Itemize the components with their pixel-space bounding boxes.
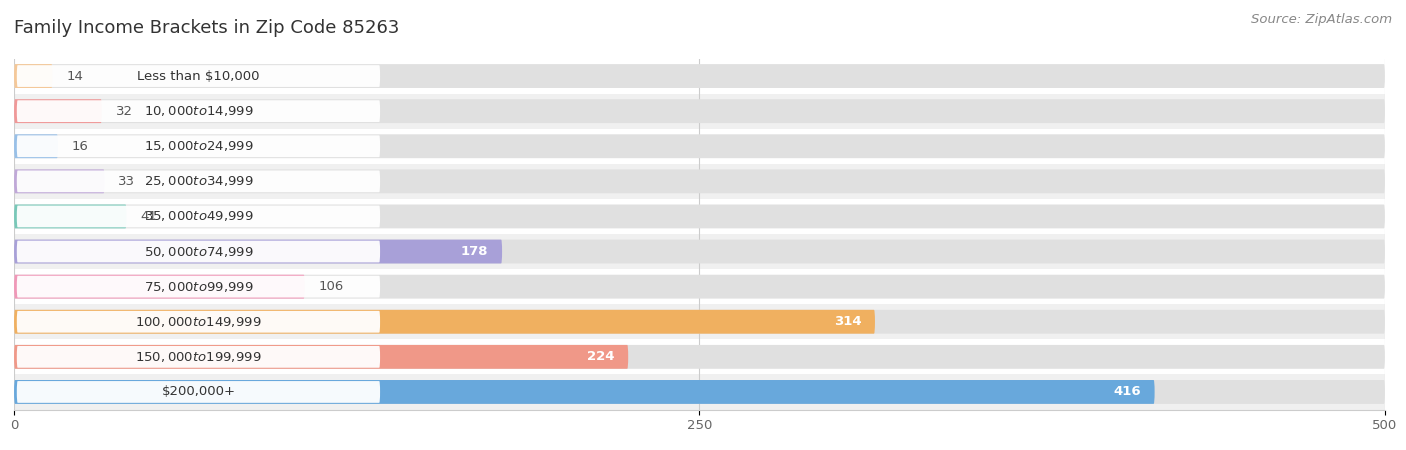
Bar xyxy=(14,164,1385,199)
FancyBboxPatch shape xyxy=(14,64,52,88)
Bar xyxy=(14,199,1385,234)
Text: 33: 33 xyxy=(118,175,135,188)
Text: $75,000 to $99,999: $75,000 to $99,999 xyxy=(143,279,253,294)
Text: $25,000 to $34,999: $25,000 to $34,999 xyxy=(143,174,253,189)
Text: 416: 416 xyxy=(1114,386,1140,398)
Bar xyxy=(14,304,1385,339)
FancyBboxPatch shape xyxy=(14,64,1385,88)
Text: $100,000 to $149,999: $100,000 to $149,999 xyxy=(135,315,262,329)
FancyBboxPatch shape xyxy=(14,274,1385,299)
Text: $15,000 to $24,999: $15,000 to $24,999 xyxy=(143,139,253,153)
FancyBboxPatch shape xyxy=(17,311,380,333)
FancyBboxPatch shape xyxy=(14,204,127,229)
Text: 178: 178 xyxy=(461,245,488,258)
FancyBboxPatch shape xyxy=(14,134,58,158)
Text: 32: 32 xyxy=(115,105,132,117)
Text: Family Income Brackets in Zip Code 85263: Family Income Brackets in Zip Code 85263 xyxy=(14,19,399,37)
Bar xyxy=(14,58,1385,94)
FancyBboxPatch shape xyxy=(17,100,380,122)
Bar xyxy=(14,269,1385,304)
FancyBboxPatch shape xyxy=(17,65,380,87)
Text: $10,000 to $14,999: $10,000 to $14,999 xyxy=(143,104,253,118)
Text: 314: 314 xyxy=(834,315,862,328)
FancyBboxPatch shape xyxy=(14,204,1385,229)
FancyBboxPatch shape xyxy=(14,310,875,334)
FancyBboxPatch shape xyxy=(14,345,1385,369)
FancyBboxPatch shape xyxy=(14,345,628,369)
FancyBboxPatch shape xyxy=(14,239,1385,264)
Text: $50,000 to $74,999: $50,000 to $74,999 xyxy=(143,244,253,259)
FancyBboxPatch shape xyxy=(17,276,380,297)
Text: 16: 16 xyxy=(72,140,89,153)
FancyBboxPatch shape xyxy=(14,239,502,264)
FancyBboxPatch shape xyxy=(14,380,1385,404)
Bar xyxy=(14,339,1385,374)
FancyBboxPatch shape xyxy=(14,99,1385,123)
Bar xyxy=(14,94,1385,129)
FancyBboxPatch shape xyxy=(14,274,305,299)
FancyBboxPatch shape xyxy=(17,241,380,262)
FancyBboxPatch shape xyxy=(14,380,1154,404)
Text: 41: 41 xyxy=(141,210,157,223)
FancyBboxPatch shape xyxy=(14,169,104,194)
Text: 224: 224 xyxy=(586,351,614,363)
Text: Source: ZipAtlas.com: Source: ZipAtlas.com xyxy=(1251,14,1392,27)
FancyBboxPatch shape xyxy=(17,381,380,403)
Bar xyxy=(14,234,1385,269)
FancyBboxPatch shape xyxy=(14,134,1385,158)
Text: $200,000+: $200,000+ xyxy=(162,386,235,398)
Text: $35,000 to $49,999: $35,000 to $49,999 xyxy=(143,209,253,224)
FancyBboxPatch shape xyxy=(14,169,1385,194)
Bar xyxy=(14,129,1385,164)
FancyBboxPatch shape xyxy=(14,310,1385,334)
FancyBboxPatch shape xyxy=(14,99,101,123)
FancyBboxPatch shape xyxy=(17,346,380,368)
FancyBboxPatch shape xyxy=(17,171,380,192)
Text: $150,000 to $199,999: $150,000 to $199,999 xyxy=(135,350,262,364)
FancyBboxPatch shape xyxy=(17,135,380,157)
FancyBboxPatch shape xyxy=(17,206,380,227)
Bar xyxy=(14,374,1385,410)
Text: 14: 14 xyxy=(66,70,83,82)
Text: Less than $10,000: Less than $10,000 xyxy=(138,70,260,82)
Text: 106: 106 xyxy=(318,280,343,293)
